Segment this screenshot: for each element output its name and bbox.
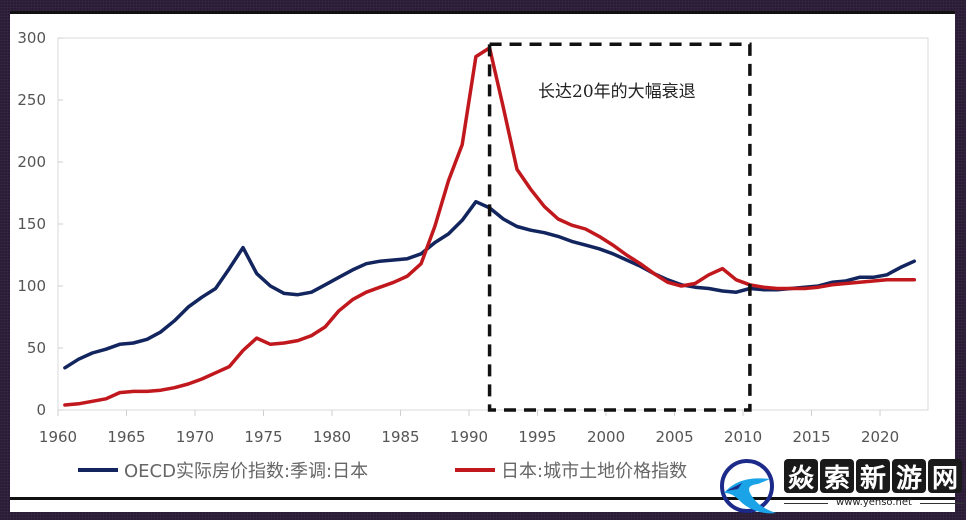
watermark-char: 索	[820, 459, 854, 494]
y-tick-label: 300	[17, 29, 46, 47]
x-tick-label: 2015	[792, 428, 830, 446]
x-tick-label: 1995	[518, 428, 556, 446]
watermark-char: 网	[928, 459, 962, 494]
y-tick-label: 100	[17, 277, 46, 295]
x-tick-label: 1960	[39, 428, 77, 446]
x-tick-label: 1970	[176, 428, 214, 446]
y-tick-label: 50	[27, 339, 46, 357]
y-tick-label: 150	[17, 215, 46, 233]
watermark-char: 焱	[784, 459, 818, 494]
annotation-text: 长达20年的大幅衰退	[538, 82, 696, 102]
chart-frame	[10, 11, 955, 512]
recession-box	[487, 42, 752, 412]
x-tick-label: 2000	[587, 428, 625, 446]
y-tick-label: 200	[17, 153, 46, 171]
x-tick-label: 2020	[861, 428, 899, 446]
watermark-char: 新	[856, 459, 890, 494]
x-tick-label: 1990	[450, 428, 488, 446]
y-tick-label: 250	[17, 91, 46, 109]
x-tick-label: 1965	[107, 428, 145, 446]
watermark: 焱 索 新 游 网 www.yenso.net	[718, 455, 966, 520]
frame-divider	[10, 497, 955, 500]
x-tick-label: 1975	[244, 428, 282, 446]
x-tick-label: 2010	[724, 428, 762, 446]
x-tick-label: 2005	[655, 428, 693, 446]
axes: 0 50 100 150 200 250 300 1960 1965 1970 1975 1980 19…	[17, 29, 929, 446]
x-tick-label: 1980	[313, 428, 351, 446]
y-tick-label: 0	[36, 401, 46, 419]
watermark-url: www.yenso.net	[784, 497, 964, 508]
watermark-logo-icon	[720, 459, 776, 514]
legend-label-oecd: OECD实际房价指数:季调:日本	[124, 461, 368, 482]
watermark-title: 焱 索 新 游 网	[784, 459, 962, 494]
legend-label-land: 日本:城市土地价格指数	[501, 461, 687, 482]
legend: OECD实际房价指数:季调:日本 日本:城市土地价格指数	[78, 461, 687, 482]
watermark-char: 游	[892, 459, 926, 494]
x-tick-label: 1985	[381, 428, 419, 446]
plot-area	[57, 37, 929, 411]
annotation-box: 长达20年的大幅衰退	[487, 42, 752, 412]
